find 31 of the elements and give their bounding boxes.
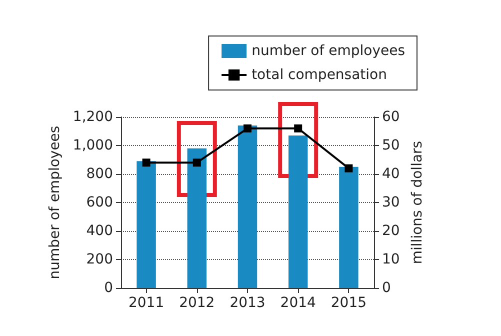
point (294, 124, 302, 132)
bar (136, 161, 156, 288)
y2-tick-label: 10 (382, 252, 400, 268)
y2-axis-title: millions of dollars (410, 140, 426, 264)
y2-tick-label: 60 (382, 109, 400, 125)
y-tick-label: 1,000 (72, 138, 113, 154)
point (142, 158, 150, 167)
y-tick-label: 1,200 (72, 109, 113, 125)
x-tick-label: 2013 (230, 295, 266, 311)
y2-tick-label: 30 (382, 194, 400, 210)
bar (339, 166, 358, 288)
y-tick-label: 600 (86, 194, 113, 210)
legend-label: number of employees (252, 43, 406, 59)
y-tick-label: 200 (86, 252, 113, 268)
x-tick-label: 2012 (179, 295, 215, 311)
x-tick-label: 2014 (280, 295, 316, 311)
legend-label: total compensation (252, 67, 388, 83)
y2-tick-label: 0 (382, 280, 391, 296)
point (244, 124, 252, 132)
x-tick-label: 2015 (330, 295, 367, 311)
x-tick-label: 2011 (128, 295, 164, 311)
y2-tick-label: 40 (382, 166, 400, 182)
y-axis-title: number of employees (47, 126, 64, 280)
y-tick-label: 400 (86, 223, 113, 239)
y2-tick-label: 20 (382, 223, 400, 239)
y-tick-label: 0 (104, 280, 113, 296)
y-tick-label: 800 (86, 166, 113, 182)
y2-tick-label: 50 (382, 138, 400, 154)
point (344, 164, 353, 172)
point (192, 158, 201, 167)
bar (238, 126, 258, 288)
